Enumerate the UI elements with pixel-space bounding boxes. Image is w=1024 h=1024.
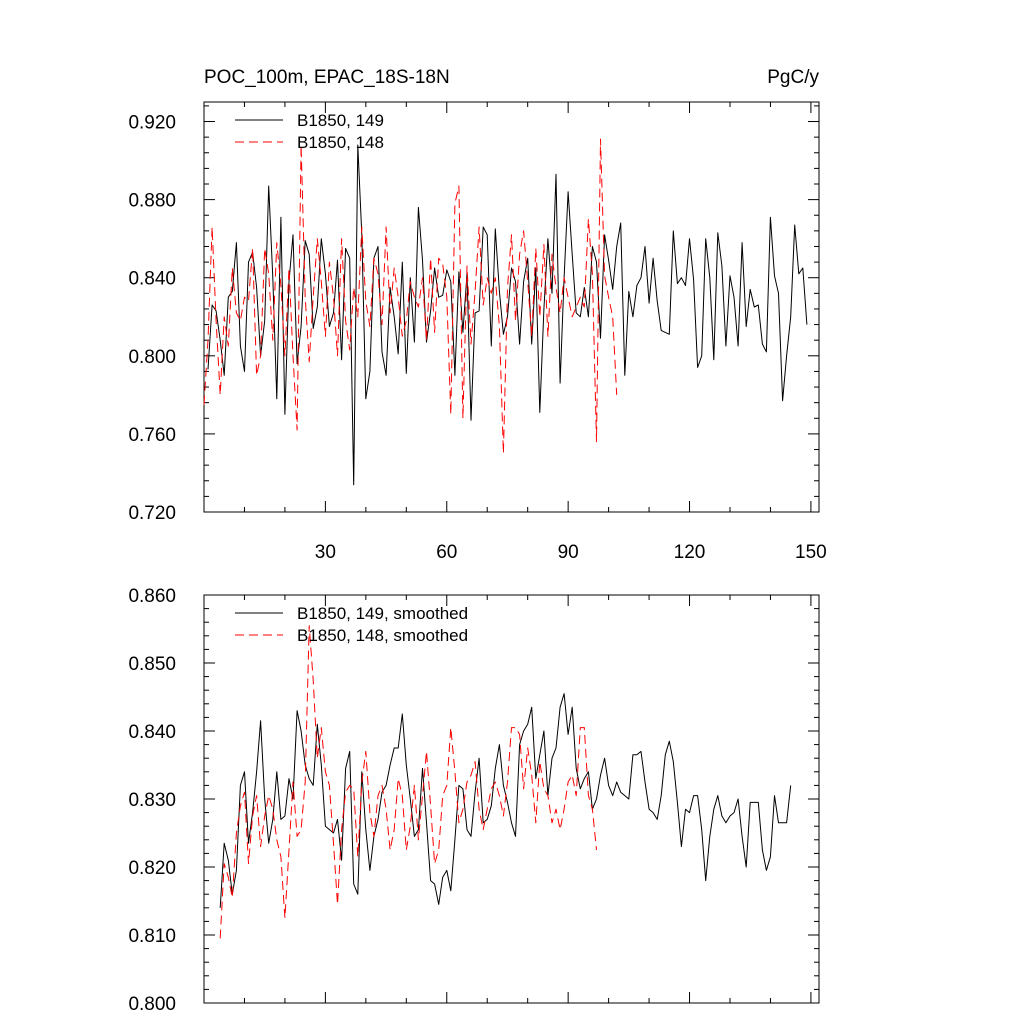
top-y-tick-labels: 0.720 0.760 0.800 0.840 0.880 0.920 <box>128 113 176 524</box>
top-title-right: PgC/y <box>767 67 819 88</box>
y-tick-label: 0.760 <box>128 425 176 446</box>
x-tick-label: 150 <box>795 542 827 563</box>
legend-label-149-smoothed: B1850, 149, smoothed <box>297 604 468 623</box>
series-line-148 <box>203 138 618 454</box>
top-tick-marks <box>204 102 819 513</box>
y-tick-label: 0.810 <box>128 926 176 947</box>
x-tick-label: 90 <box>558 542 579 563</box>
y-tick-label: 0.840 <box>128 269 176 290</box>
top-legend: B1850, 149 B1850, 148 <box>235 111 384 152</box>
y-tick-label: 0.920 <box>128 113 176 134</box>
y-tick-label: 0.720 <box>128 503 176 524</box>
series-line-149 <box>207 144 808 486</box>
bottom-y-tick-labels: 0.800 0.810 0.820 0.830 0.840 0.850 0.860 <box>128 586 176 1015</box>
bottom-series-lines <box>219 625 792 939</box>
bottom-legend: B1850, 149, smoothed B1850, 148, smoothe… <box>235 604 468 645</box>
legend-label-148: B1850, 148 <box>297 133 384 152</box>
bottom-plot-frame <box>203 594 820 1004</box>
top-plot-frame <box>203 101 820 513</box>
bottom-tick-marks <box>204 594 819 1004</box>
x-tick-label: 30 <box>315 542 336 563</box>
bottom-panel: 0.800 0.810 0.820 0.830 0.840 0.850 0.860 B185… <box>128 586 820 1015</box>
x-tick-label: 60 <box>436 542 457 563</box>
y-tick-label: 0.830 <box>128 790 176 811</box>
legend-label-148-smoothed: B1850, 148, smoothed <box>297 626 468 645</box>
series-line-148 <box>219 625 597 939</box>
top-x-tick-labels: 30 60 90 120 150 <box>315 542 827 563</box>
legend-label-149: B1850, 149 <box>297 111 384 130</box>
y-tick-label: 0.850 <box>128 654 176 675</box>
top-title-left: POC_100m, EPAC_18S-18N <box>204 67 450 88</box>
y-tick-label: 0.860 <box>128 586 176 607</box>
y-tick-label: 0.800 <box>128 994 176 1015</box>
top-series-lines <box>203 138 808 486</box>
series-line-149 <box>219 693 792 908</box>
x-tick-label: 120 <box>674 542 706 563</box>
y-tick-label: 0.820 <box>128 858 176 879</box>
y-tick-label: 0.880 <box>128 191 176 212</box>
y-tick-label: 0.800 <box>128 347 176 368</box>
top-panel: POC_100m, EPAC_18S-18N PgC/y 0.7200.7600… <box>128 67 826 563</box>
y-tick-label: 0.840 <box>128 722 176 743</box>
